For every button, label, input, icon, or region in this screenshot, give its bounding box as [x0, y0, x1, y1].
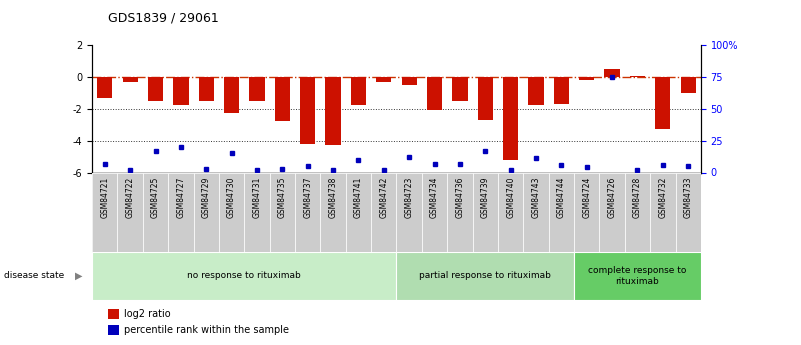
Bar: [224, 77, 239, 114]
Text: GSM84739: GSM84739: [481, 177, 489, 218]
Text: GSM84729: GSM84729: [202, 177, 211, 218]
Bar: [199, 77, 214, 101]
Bar: [118, 172, 143, 252]
Bar: [92, 252, 396, 300]
Bar: [427, 77, 442, 110]
Bar: [599, 172, 625, 252]
Bar: [148, 77, 163, 101]
Bar: [605, 69, 620, 77]
Bar: [401, 77, 417, 85]
Bar: [529, 77, 544, 106]
Bar: [97, 77, 112, 98]
Bar: [650, 172, 675, 252]
Text: GSM84744: GSM84744: [557, 177, 566, 218]
Bar: [396, 172, 422, 252]
Text: GSM84724: GSM84724: [582, 177, 591, 218]
Bar: [325, 77, 340, 145]
Bar: [351, 77, 366, 106]
Text: GSM84731: GSM84731: [252, 177, 261, 218]
Text: GSM84721: GSM84721: [100, 177, 109, 218]
Text: GSM84726: GSM84726: [608, 177, 617, 218]
Bar: [553, 77, 569, 104]
Bar: [396, 252, 574, 300]
Text: GSM84728: GSM84728: [633, 177, 642, 218]
Text: GSM84743: GSM84743: [532, 177, 541, 218]
Bar: [92, 172, 118, 252]
Bar: [168, 172, 194, 252]
Bar: [275, 77, 290, 121]
Bar: [574, 172, 599, 252]
Bar: [173, 77, 188, 106]
Bar: [453, 77, 468, 101]
Bar: [498, 172, 523, 252]
Bar: [422, 172, 447, 252]
Text: no response to rituximab: no response to rituximab: [187, 272, 301, 280]
Bar: [447, 172, 473, 252]
Bar: [270, 172, 295, 252]
Text: GSM84736: GSM84736: [456, 177, 465, 218]
Text: GSM84734: GSM84734: [430, 177, 439, 218]
Bar: [523, 172, 549, 252]
Bar: [295, 172, 320, 252]
Text: GDS1839 / 29061: GDS1839 / 29061: [108, 11, 219, 24]
Text: GSM84725: GSM84725: [151, 177, 160, 218]
Text: GSM84741: GSM84741: [354, 177, 363, 218]
Bar: [244, 172, 270, 252]
Bar: [123, 77, 138, 81]
Text: GSM84735: GSM84735: [278, 177, 287, 218]
Text: GSM84730: GSM84730: [227, 177, 236, 218]
Text: complete response to
rituximab: complete response to rituximab: [588, 266, 686, 286]
Text: GSM84722: GSM84722: [126, 177, 135, 218]
Bar: [346, 172, 371, 252]
Bar: [503, 77, 518, 160]
Text: GSM84723: GSM84723: [405, 177, 413, 218]
Bar: [477, 77, 493, 120]
Bar: [473, 172, 498, 252]
Text: log2 ratio: log2 ratio: [124, 309, 171, 319]
Text: GSM84732: GSM84732: [658, 177, 667, 218]
Text: GSM84740: GSM84740: [506, 177, 515, 218]
Bar: [371, 172, 396, 252]
Bar: [574, 252, 701, 300]
Bar: [655, 77, 670, 129]
Text: percentile rank within the sample: percentile rank within the sample: [124, 325, 289, 335]
Bar: [249, 77, 264, 101]
Bar: [549, 172, 574, 252]
Bar: [579, 77, 594, 80]
Text: GSM84737: GSM84737: [304, 177, 312, 218]
Bar: [376, 77, 392, 81]
Bar: [625, 172, 650, 252]
Bar: [675, 172, 701, 252]
Text: ▶: ▶: [74, 271, 82, 281]
Bar: [681, 77, 696, 93]
Bar: [194, 172, 219, 252]
Bar: [143, 172, 168, 252]
Text: GSM84738: GSM84738: [328, 177, 337, 218]
Bar: [219, 172, 244, 252]
Text: GSM84733: GSM84733: [684, 177, 693, 218]
Text: GSM84727: GSM84727: [176, 177, 185, 218]
Text: partial response to rituximab: partial response to rituximab: [420, 272, 551, 280]
Bar: [300, 77, 316, 144]
Bar: [320, 172, 346, 252]
Text: disease state: disease state: [4, 272, 64, 280]
Text: GSM84742: GSM84742: [380, 177, 388, 218]
Bar: [630, 76, 645, 77]
